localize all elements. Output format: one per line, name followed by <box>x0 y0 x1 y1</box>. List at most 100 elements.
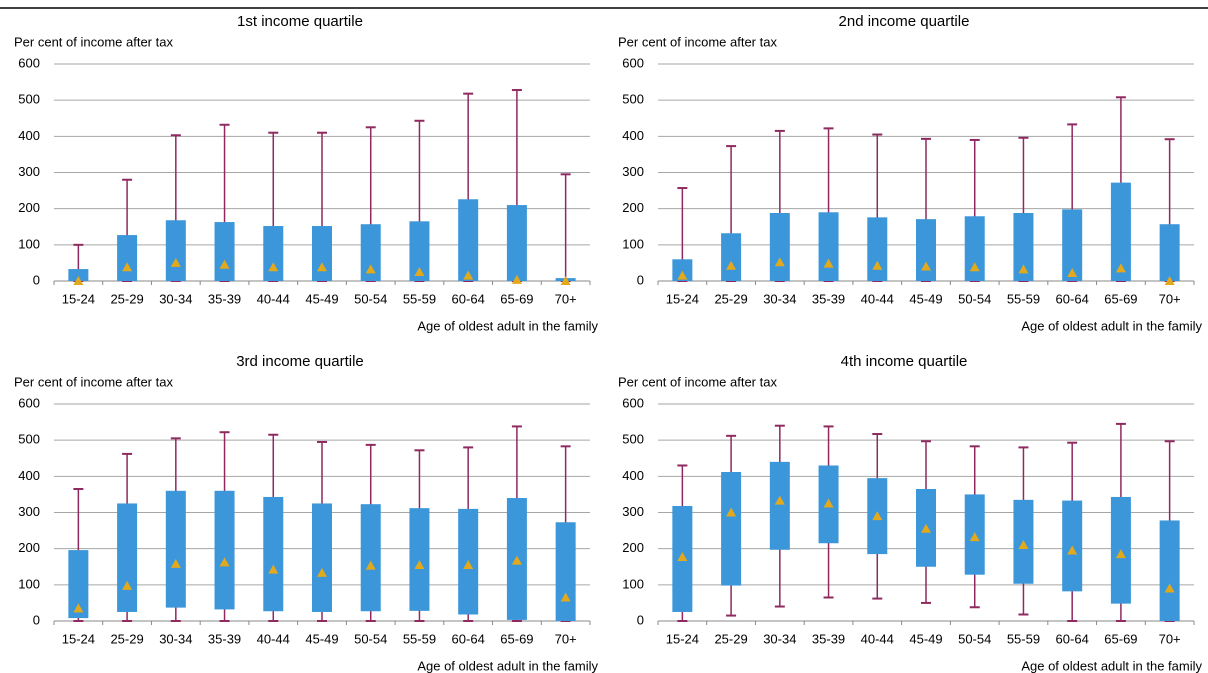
y-axis-label: Per cent of income after tax <box>618 374 777 389</box>
x-tick-label: 30-34 <box>763 291 796 306</box>
x-tick-label: 35-39 <box>812 631 845 646</box>
y-tick-label: 200 <box>18 540 40 555</box>
box <box>165 490 186 608</box>
marker <box>414 559 425 569</box>
marker <box>774 495 785 505</box>
x-tick-label: 25-29 <box>714 291 747 306</box>
y-tick-label: 200 <box>622 200 644 215</box>
x-tick-label: 45-49 <box>909 631 942 646</box>
x-tick-label: 55-59 <box>1007 291 1040 306</box>
marker <box>677 270 688 280</box>
y-tick-label: 300 <box>18 164 40 179</box>
box <box>165 220 186 281</box>
x-tick-label: 60-64 <box>452 291 485 306</box>
x-axis-label: Age of oldest adult in the family <box>417 318 598 333</box>
marker <box>969 532 980 542</box>
marker <box>122 580 133 590</box>
x-tick-label: 40-44 <box>861 631 894 646</box>
x-tick-label: 60-64 <box>1056 631 1089 646</box>
marker <box>170 558 181 568</box>
marker <box>317 567 327 577</box>
box <box>506 205 527 281</box>
y-tick-label: 0 <box>637 612 644 627</box>
marker <box>872 260 883 270</box>
y-tick-label: 600 <box>622 55 644 70</box>
y-tick-label: 400 <box>622 468 644 483</box>
marker <box>969 262 980 272</box>
x-axis-label: Age of oldest adult in the family <box>1021 318 1202 333</box>
x-tick-label: 65-69 <box>1104 291 1137 306</box>
marker <box>73 603 84 613</box>
x-tick-label: 40-44 <box>257 291 290 306</box>
marker <box>1018 540 1029 550</box>
y-tick-label: 200 <box>622 540 644 555</box>
y-tick-label: 0 <box>33 272 40 287</box>
marker <box>414 266 425 276</box>
marker <box>122 262 133 272</box>
box <box>458 199 479 281</box>
box <box>312 226 332 281</box>
marker <box>560 276 571 285</box>
chart-title: 1st income quartile <box>237 13 363 30</box>
box <box>360 224 381 281</box>
box <box>818 212 839 281</box>
y-tick-label: 300 <box>622 164 644 179</box>
x-tick-label: 40-44 <box>257 631 290 646</box>
marker <box>726 260 737 270</box>
box <box>769 461 790 550</box>
x-tick-label: 40-44 <box>861 291 894 306</box>
x-tick-label: 50-54 <box>354 291 387 306</box>
marker <box>1067 545 1078 555</box>
x-tick-label: 15-24 <box>666 291 699 306</box>
y-tick-label: 200 <box>18 200 40 215</box>
box <box>867 217 888 281</box>
x-tick-label: 55-59 <box>403 631 436 646</box>
y-tick-label: 500 <box>18 432 40 447</box>
x-tick-label: 60-64 <box>452 631 485 646</box>
box <box>117 235 138 281</box>
y-tick-label: 500 <box>18 92 40 107</box>
x-tick-label: 65-69 <box>500 631 533 646</box>
marker <box>726 507 737 517</box>
marker <box>1115 263 1126 273</box>
box <box>1013 213 1034 281</box>
x-tick-label: 15-24 <box>62 631 95 646</box>
y-tick-label: 600 <box>622 395 644 410</box>
box <box>312 503 332 612</box>
box <box>672 259 693 281</box>
box <box>214 490 235 610</box>
marker <box>463 559 474 569</box>
x-tick-label: 45-49 <box>305 291 338 306</box>
marker <box>219 557 230 567</box>
box <box>1062 209 1083 281</box>
box <box>964 216 985 281</box>
marker <box>1115 549 1126 559</box>
x-tick-label: 70+ <box>1159 291 1181 306</box>
x-tick-label: 30-34 <box>159 291 192 306</box>
x-tick-label: 70+ <box>1159 631 1181 646</box>
y-tick-label: 400 <box>18 128 40 143</box>
marker <box>365 264 376 274</box>
marker <box>823 498 834 508</box>
box <box>409 508 430 611</box>
marker <box>511 555 522 565</box>
y-tick-label: 600 <box>18 55 40 70</box>
box <box>1110 182 1131 281</box>
marker <box>677 551 688 561</box>
y-axis-label: Per cent of income after tax <box>14 374 173 389</box>
marker <box>365 560 376 570</box>
marker <box>1164 583 1175 593</box>
marker <box>170 257 181 267</box>
x-tick-label: 65-69 <box>500 291 533 306</box>
marker <box>219 259 230 269</box>
marker <box>317 262 327 272</box>
x-tick-label: 35-39 <box>812 291 845 306</box>
marker <box>823 258 834 268</box>
y-axis-label: Per cent of income after tax <box>14 34 173 49</box>
marker <box>1067 268 1078 278</box>
y-tick-label: 500 <box>622 432 644 447</box>
y-axis-label: Per cent of income after tax <box>618 34 777 49</box>
y-tick-label: 600 <box>18 395 40 410</box>
marker <box>268 564 279 574</box>
